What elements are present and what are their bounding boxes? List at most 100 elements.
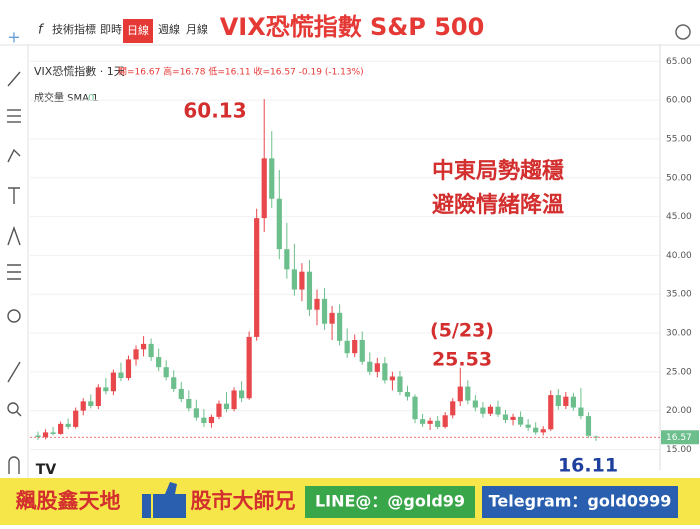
banner-text: LINE@：@gold99	[315, 492, 465, 511]
candle-body	[50, 432, 56, 434]
candle-body	[73, 410, 79, 427]
candle-body	[254, 218, 260, 337]
settings-icon[interactable]	[675, 24, 691, 40]
fx-icon: f	[38, 23, 45, 38]
candle-body	[465, 386, 471, 401]
candle-body	[231, 390, 237, 410]
toolbar-item[interactable]: 月線	[186, 22, 208, 36]
candle-body	[404, 392, 411, 397]
candle-body	[95, 387, 101, 406]
chart-title: VIX恐慌指數 S&P 500	[220, 13, 485, 41]
candle-body	[201, 417, 207, 424]
annotation: 避險情緒降溫	[432, 192, 564, 218]
candle-body	[510, 416, 516, 420]
candle-body	[570, 396, 576, 408]
candle-body	[118, 372, 124, 379]
y-tick-label: 55.00	[666, 134, 692, 144]
legend-ohlc: 開=16.67 高=16.78 低=16.11 收=16.57 -0.19 (-…	[118, 66, 364, 78]
candle-body	[58, 423, 64, 434]
volume-label: 成交量 SMA 1	[34, 91, 99, 104]
plot: 15.00 20.00 25.00 30.00 35.00 40.00 45.00 50.00…	[30, 44, 699, 470]
candle-body	[419, 419, 426, 424]
candle-body	[344, 340, 350, 354]
y-tick-label: 40.00	[666, 251, 692, 261]
candle-body	[208, 416, 215, 424]
toolbar-item[interactable]: 技術指標	[52, 22, 96, 36]
annotation: 16.11	[558, 455, 618, 477]
sidebar-icons[interactable]	[7, 71, 22, 474]
candle-body	[480, 407, 486, 414]
candle-body	[125, 359, 132, 379]
candle-body	[487, 406, 494, 414]
candle-body	[156, 357, 162, 368]
candle-body	[585, 416, 592, 436]
thumb-icon	[142, 482, 186, 518]
candle-body	[412, 396, 418, 420]
candle-body	[193, 408, 199, 418]
candle-body	[555, 395, 561, 406]
annotation: 60.13	[183, 99, 246, 123]
y-tick-label: 60.00	[666, 96, 692, 106]
toolbar-item[interactable]: 日線	[127, 23, 149, 37]
candle-body	[171, 377, 177, 389]
y-tick-label: 50.00	[666, 173, 692, 183]
candle-body	[540, 429, 546, 433]
candle-body	[442, 415, 448, 427]
annotation: (5/23)	[430, 320, 494, 342]
y-tick-label: 15.00	[666, 445, 692, 455]
banner-text: 股市大師兄	[191, 489, 296, 513]
candle-body	[133, 349, 139, 360]
candle-body	[306, 271, 313, 310]
candle-body	[246, 336, 252, 399]
candle-body	[80, 401, 86, 411]
banner-text: 飆股鑫天地	[16, 489, 121, 513]
candle-body	[435, 420, 441, 427]
candle-body	[110, 372, 117, 392]
volume-value: 0	[88, 93, 94, 104]
annotation: 中東局勢趨穩	[432, 158, 564, 184]
active-tab	[123, 19, 153, 43]
candle-body	[140, 343, 147, 350]
candle-body	[495, 406, 501, 415]
candle-body	[329, 312, 335, 324]
candle-body	[457, 386, 463, 402]
candle-body	[103, 387, 109, 392]
candle-body	[397, 376, 403, 393]
last-price-label: 16.57	[666, 433, 692, 443]
candle-body	[291, 269, 297, 290]
candle-body	[450, 401, 456, 416]
candle-body	[427, 420, 433, 424]
candle-body	[163, 367, 169, 378]
candle-body	[578, 407, 584, 417]
candle-body	[367, 361, 373, 372]
candle-body	[374, 363, 380, 372]
y-tick-label: 45.00	[666, 212, 692, 222]
candle-body	[502, 414, 509, 420]
banner-text: Telegram：gold0999	[489, 492, 672, 511]
candle-body	[314, 298, 320, 310]
toolbar-item[interactable]: 週線	[158, 22, 180, 36]
candle-body	[548, 395, 554, 430]
candle-body	[178, 388, 184, 400]
last-price-box	[661, 430, 699, 445]
candle-body	[42, 432, 49, 438]
candle-body	[352, 340, 358, 354]
y-tick-label: 35.00	[666, 290, 692, 300]
candle-body	[276, 198, 282, 250]
line-box	[305, 486, 475, 518]
telegram-box	[482, 486, 678, 518]
candle-body	[269, 158, 275, 199]
crosshair-icon: +	[7, 28, 20, 47]
candle-body	[88, 401, 94, 406]
candle-body	[261, 158, 267, 219]
y-tick-label: 65.00	[666, 57, 692, 67]
candle-body	[299, 271, 305, 290]
candle-body	[472, 400, 478, 408]
candle-body	[223, 403, 230, 410]
toolbar-item[interactable]: 即時	[100, 23, 122, 36]
y-tick-label: 20.00	[666, 406, 692, 416]
candle-body	[382, 363, 388, 381]
candle-body	[216, 403, 222, 417]
candle-body	[359, 340, 365, 362]
